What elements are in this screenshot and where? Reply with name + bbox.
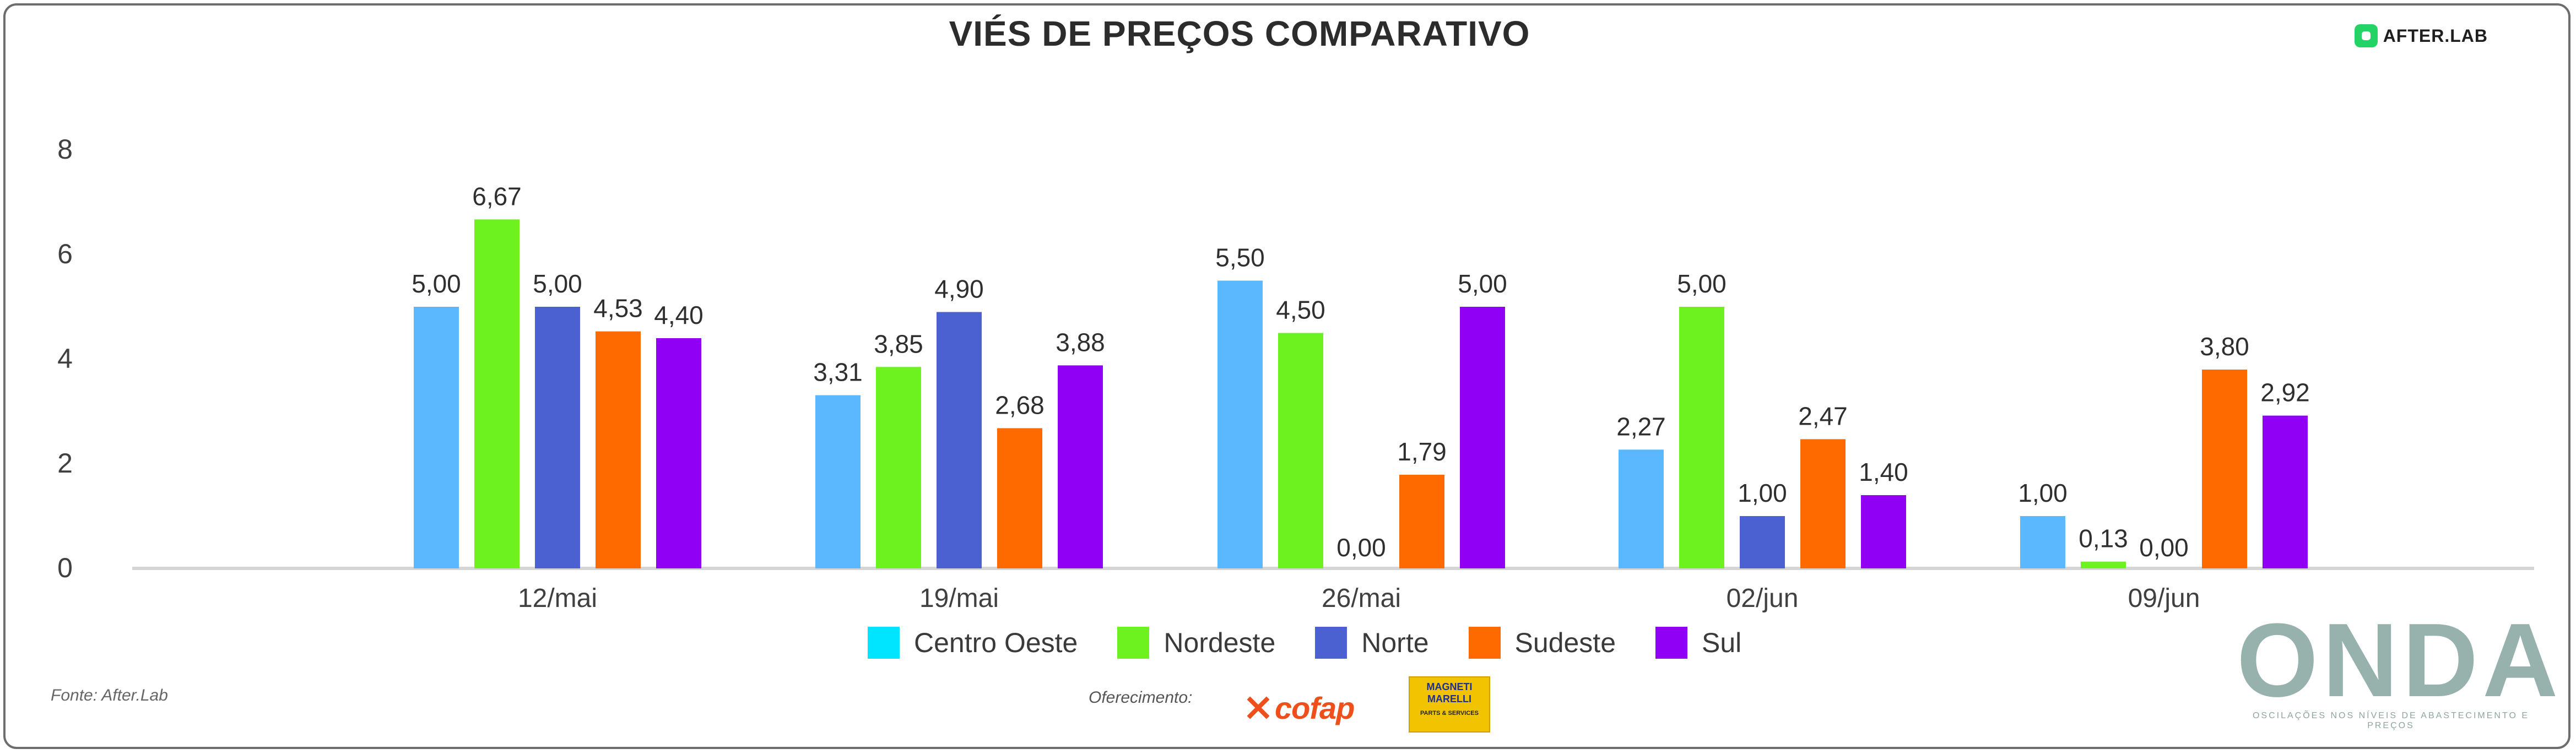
top-brand: AFTER.LAB [2354,24,2488,47]
legend-swatch [1468,627,1501,659]
legend-item: Nordeste [1117,627,1275,659]
magneti-logo-top: MAGNETI [1426,681,1473,692]
bar [1217,280,1263,568]
bar [2202,370,2247,568]
legend-label: Nordeste [1163,627,1276,658]
bar [1399,474,1444,568]
legend-swatch [868,627,900,659]
y-tick-label: 0 [57,552,73,583]
bar [1619,449,1664,568]
bar [1800,439,1846,568]
data-label: 5,00 [1677,269,1727,298]
data-label: 1,40 [1859,458,1908,486]
data-label: 0,00 [1336,533,1386,562]
data-label: 5,50 [1215,243,1265,272]
data-label: 2,68 [995,390,1045,419]
data-label: 6,67 [472,182,522,210]
bar [1278,333,1323,568]
bar [2020,516,2065,568]
legend-swatch [1117,627,1150,659]
onda-logo: ONDA OSCILAÇÕES NOS NÍVEIS DE ABASTECIME… [2237,602,2563,731]
data-label: 2,47 [1798,402,1848,430]
brand-top-text: AFTER.LAB [2383,25,2488,46]
legend-label: Sudeste [1514,627,1616,658]
bar [937,312,982,568]
data-label: 3,85 [874,329,923,358]
legend-item: Sudeste [1468,627,1616,659]
data-label: 0,00 [2139,533,2189,562]
x-tick-label: 26/mai [1322,584,1401,613]
legend-swatch [1315,627,1347,659]
data-label: 4,50 [1276,296,1325,324]
x-tick-label: 19/mai [919,584,999,613]
x-tick-label: 12/mai [518,584,597,613]
bar [1740,516,1785,568]
data-label: 1,00 [1738,479,1787,507]
magneti-logo-foot: PARTS & SERVICES [1420,710,1479,717]
cofap-logo-text: cofap [1275,690,1355,725]
bar [1460,307,1505,568]
legend-label: Centro Oeste [914,627,1078,658]
bar [414,307,459,568]
legend-item: Sul [1655,627,1741,659]
onda-logo-main: ONDA [2237,602,2563,719]
source-note: Fonte: After.Lab [51,686,168,704]
data-label: 4,40 [654,301,703,329]
bar [1058,365,1103,568]
data-label: 2,27 [1616,412,1666,441]
data-label: 4,53 [593,294,643,323]
cofap-logo: cofap [1246,690,1355,726]
data-label: 3,80 [2200,332,2249,361]
y-tick-label: 4 [57,343,73,374]
bar [535,307,580,568]
data-label: 4,90 [934,275,984,303]
x-tick-label: 09/jun [2128,584,2200,613]
onda-logo-subtitle: OSCILAÇÕES NOS NÍVEIS DE ABASTECIMENTO E… [2252,711,2530,731]
chart-legend: Centro Oeste Nordeste Norte Sudeste Sul [868,627,1741,659]
chart-title: VIÉS DE PREÇOS COMPARATIVO [949,14,1530,53]
bar [656,338,701,568]
y-tick-label: 6 [57,238,73,269]
sponsor-label: Oferecimento: [1089,688,1193,707]
data-label: 5,00 [533,269,582,298]
y-tick-label: 8 [57,134,73,165]
magneti-marelli-logo: MAGNETI MARELLI PARTS & SERVICES [1409,676,1490,733]
bar [1861,495,1906,568]
legend-item: Norte [1315,627,1429,659]
magneti-logo-bottom: MARELLI [1427,693,1471,704]
legend-item: Centro Oeste [868,627,1078,659]
bar [474,219,519,569]
legend-label: Sul [1702,627,1742,658]
legend-label: Norte [1361,627,1429,658]
legend-swatch [1655,627,1688,659]
bar [2263,415,2308,568]
data-label: 1,00 [2018,479,2068,507]
bar [997,428,1042,568]
y-tick-label: 2 [57,448,73,479]
bar [876,367,921,568]
data-label: 1,79 [1397,437,1447,466]
brand-mark-icon [2354,24,2378,47]
data-label: 5,00 [412,269,461,298]
bar [815,395,861,568]
bar [1679,307,1724,568]
bar [596,331,641,568]
data-label: 3,31 [813,358,863,387]
data-label: 3,88 [1056,328,1105,356]
data-label: 0,13 [2079,524,2128,553]
data-label: 5,00 [1458,269,1507,298]
x-tick-label: 02/jun [1727,584,1799,613]
bar [2081,561,2126,568]
cofap-mark-icon [1246,696,1269,719]
data-label: 2,92 [2260,378,2310,407]
